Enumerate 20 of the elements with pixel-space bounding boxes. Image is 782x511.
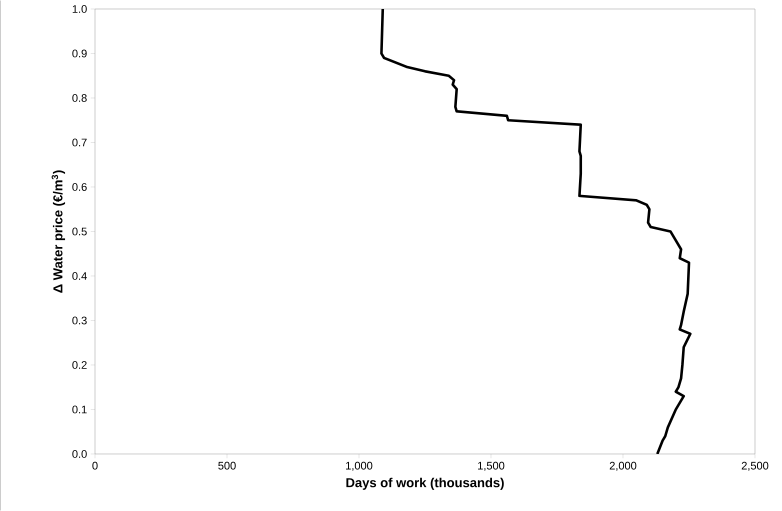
y-tick-label: 1.0 [72,5,87,13]
y-tick-label: 0.9 [72,50,87,58]
y-tick-label: 0.4 [72,272,87,280]
y-tick-label: 0.7 [72,138,87,146]
x-tick-label: 2,500 [742,462,768,471]
x-tick-label: 1,500 [478,462,504,471]
y-tick-label: 0.1 [72,406,87,414]
y-tick-label: 0.0 [72,450,87,458]
x-tick-label: 2,000 [610,462,636,471]
x-tick-label: 0 [92,462,98,470]
y-tick-label: 0.3 [72,316,87,324]
y-tick-label: 0.6 [72,183,87,191]
y-tick-label: 0.5 [72,228,87,236]
line-series [380,8,692,454]
x-tick-label: 500 [218,462,236,470]
x-tick-label: 1,000 [346,462,372,471]
y-tick-label: 0.8 [72,94,87,102]
x-axis-title: Days of work (thousands) [346,478,504,490]
y-tick-label: 0.2 [72,361,87,369]
y-axis-title: Δ Water price (€/m$^{3}$) [52,170,66,293]
